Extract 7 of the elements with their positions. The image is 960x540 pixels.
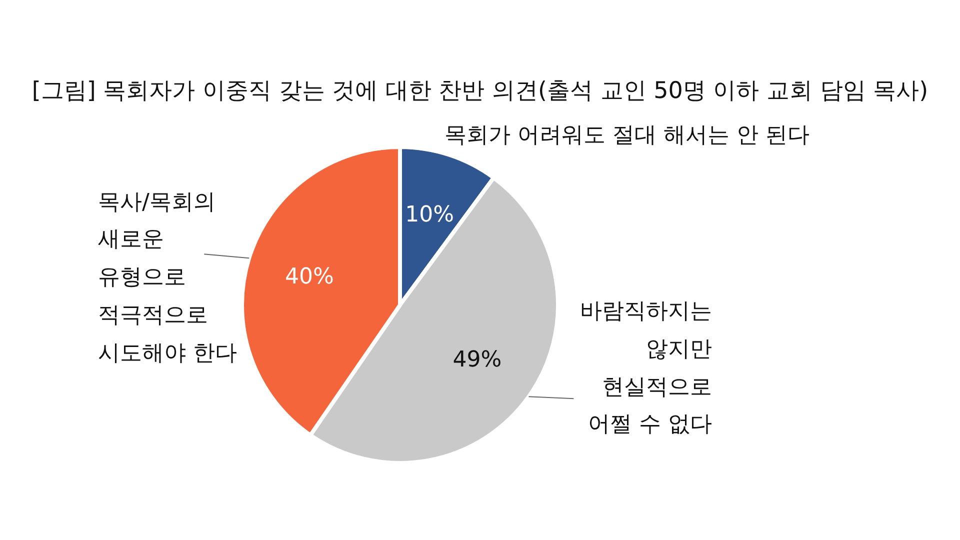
data-label: 10% — [405, 202, 454, 228]
slice-label: 목회가 어려워도 절대 해서는 안 된다 — [444, 122, 810, 150]
data-label: 49% — [452, 347, 502, 372]
chart-title: [그림] 목회자가 이중직 갖는 것에 대한 찬반 의견(출석 교인 50명 이하 교회 담임 목사) — [32, 78, 928, 104]
slice-label: 목사/목회의 새로운 유형으로 적극적으로 시도해야 한다 — [98, 188, 238, 368]
data-label: 40% — [285, 264, 334, 290]
slice-label: 바람직하지는 않지만 현실적으로 어쩔 수 없다 — [578, 298, 712, 440]
